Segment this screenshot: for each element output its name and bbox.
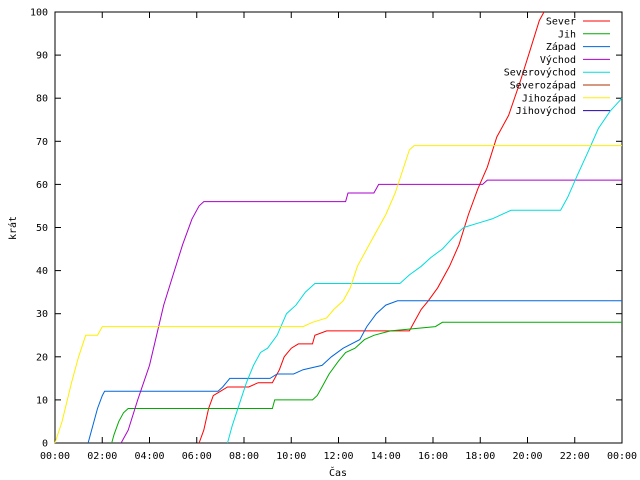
y-tick-label: 70 (36, 137, 48, 148)
legend-label: Sever (546, 17, 576, 28)
series-line-3 (120, 179, 622, 444)
x-axis: 00:00 02:00 04:00 06:00 08:00 10:00 12:00 14:00… (40, 12, 637, 462)
legend-label: Severovýchod (504, 67, 576, 79)
x-tick-label: 00:00 (607, 451, 637, 462)
x-tick-label: 22:00 (560, 451, 590, 462)
y-tick-label: 30 (36, 309, 48, 320)
x-tick-label: 02:00 (87, 451, 117, 462)
y-tick-label: 80 (36, 94, 48, 105)
x-tick-label: 06:00 (182, 451, 212, 462)
x-tick-label: 16:00 (418, 451, 448, 462)
legend-label: Východ (540, 54, 576, 66)
x-tick-label: 08:00 (229, 451, 259, 462)
x-tick-label: 20:00 (512, 451, 542, 462)
series-line-1 (111, 321, 622, 444)
x-tick-label: 00:00 (40, 451, 70, 462)
y-axis-label: krát (7, 216, 19, 240)
x-axis-label: Čas (329, 466, 347, 479)
y-tick-label: 10 (36, 395, 48, 406)
y-tick-label: 60 (36, 180, 48, 191)
y-tick-label: 0 (42, 439, 48, 450)
legend-label: Severozápad (510, 80, 576, 92)
y-tick-label: 90 (36, 51, 48, 62)
series-line-6 (54, 145, 622, 444)
y-axis: 0 10 20 30 40 50 60 70 80 90 100 (30, 8, 622, 450)
y-tick-label: 50 (36, 223, 48, 234)
x-tick-label: 14:00 (371, 451, 401, 462)
y-tick-label: 40 (36, 266, 48, 277)
series-lines (54, 11, 623, 444)
y-tick-label: 100 (30, 8, 48, 19)
legend-label: Jihozápad (522, 92, 576, 104)
legend-label: Jihovýchod (516, 105, 576, 117)
x-tick-label: 18:00 (465, 451, 495, 462)
series-line-0 (198, 11, 545, 444)
series-line-2 (87, 300, 622, 444)
legend: SeverJihZápadVýchodSeverovýchodSeverozáp… (504, 17, 610, 117)
y-tick-label: 20 (36, 352, 48, 363)
legend-label: Západ (546, 41, 576, 53)
x-tick-label: 04:00 (134, 451, 164, 462)
series-line-4 (227, 97, 623, 444)
x-tick-label: 12:00 (323, 451, 353, 462)
legend-label: Jih (558, 29, 576, 40)
x-tick-label: 10:00 (276, 451, 306, 462)
